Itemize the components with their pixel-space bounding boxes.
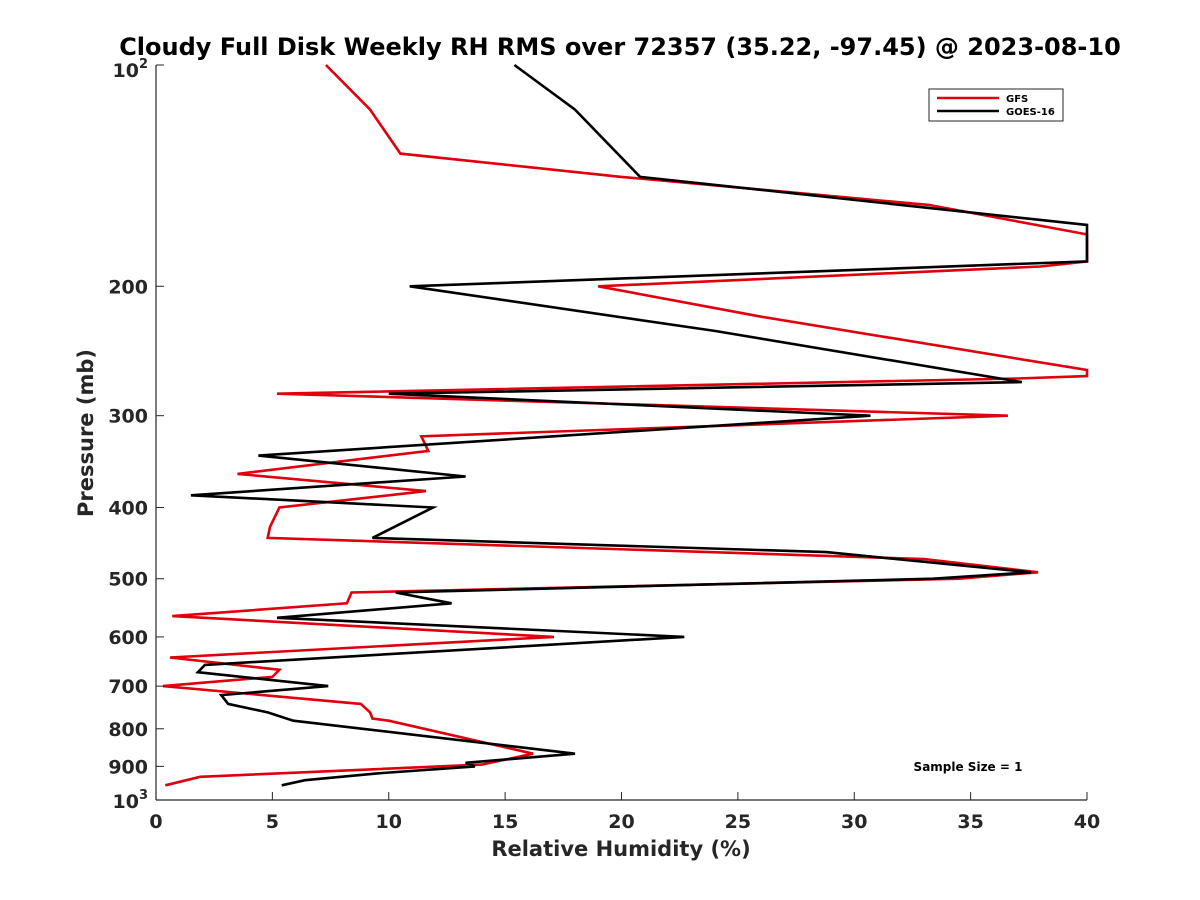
x-tick-label: 30 [841,811,867,833]
series-line-goes-16 [190,63,1089,787]
x-tick-label: 15 [492,811,518,833]
y-tick-label-top: 102 [113,57,149,82]
y-axis-label: Pressure (mb) [74,349,98,517]
series-layer [162,63,1089,787]
x-tick-label: 10 [376,811,402,833]
y-tick-label: 600 [108,627,148,649]
legend-box [928,88,1064,122]
x-tick-label: 0 [149,811,162,833]
y-tick-label: 700 [108,676,148,698]
x-tick-label: 40 [1074,811,1100,833]
y-tick-label: 300 [108,406,148,428]
x-axis-label: Relative Humidity (%) [491,837,750,861]
y-axis-ticks: 200 300 400 500 600 700 800 900 [108,64,164,801]
y-tick-label: 900 [108,756,148,778]
y-tick-label: 800 [108,719,148,741]
y-tick-label: 400 [108,498,148,520]
x-tick-label: 35 [957,811,983,833]
x-tick-label: 5 [266,811,279,833]
legend: GFS GOES-16 [928,88,1064,122]
x-tick-label: 25 [725,811,751,833]
series-line-gfs [162,64,1089,787]
x-axis-ticks: 0 5 10 15 20 25 30 35 40 [149,792,1100,833]
y-tick-label: 200 [108,276,148,298]
legend-label-gfs: GFS [1006,94,1028,105]
chart-title: Cloudy Full Disk Weekly RH RMS over 7235… [119,33,1121,61]
y-tick-label-bottom: 103 [113,788,149,813]
x-tick-label: 20 [608,811,634,833]
y-tick-label: 500 [108,569,148,591]
legend-label-goes16: GOES-16 [1006,107,1055,118]
sample-size-annotation: Sample Size = 1 [914,760,1023,774]
plot-area [155,63,1089,801]
